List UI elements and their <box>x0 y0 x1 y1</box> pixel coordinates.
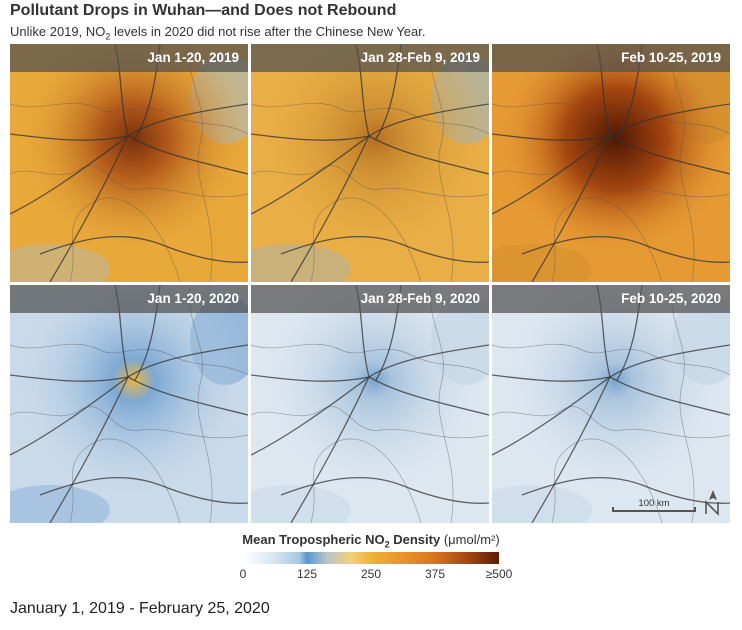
map-title: Pollutant Drops in Wuhan—and Does not Re… <box>10 2 397 19</box>
no2-density-map <box>10 44 248 282</box>
map-panel: Jan 28-Feb 9, 2020 <box>251 285 489 523</box>
legend-tick-label: 0 <box>239 567 247 581</box>
map-subtitle: Unlike 2019, NO2 levels in 2020 did not … <box>10 24 426 42</box>
map-panel: Feb 10-25, 2019 <box>492 44 730 282</box>
no2-density-map <box>251 44 489 282</box>
legend-tick-label: ≥500 <box>485 567 513 581</box>
legend-tick-label: 250 <box>360 567 382 581</box>
panel-date-label: Jan 1-20, 2019 <box>10 44 248 72</box>
legend-tick-label: 375 <box>424 567 446 581</box>
no2-density-map <box>492 285 730 523</box>
north-arrow-icon <box>705 490 719 516</box>
date-range-caption: January 1, 2019 - February 25, 2020 <box>10 600 270 617</box>
map-panel: Feb 10-25, 2020 <box>492 285 730 523</box>
panel-date-label: Feb 10-25, 2020 <box>492 285 730 313</box>
no2-density-map <box>251 285 489 523</box>
no2-density-map <box>10 285 248 523</box>
map-panel: Jan 1-20, 2020 <box>10 285 248 523</box>
legend-colorbar <box>243 552 499 564</box>
panel-date-label: Jan 1-20, 2020 <box>10 285 248 313</box>
map-panel: Jan 1-20, 2019 <box>10 44 248 282</box>
no2-density-map <box>492 44 730 282</box>
scale-bar-label: 100 km <box>638 498 670 509</box>
map-panel: Jan 28-Feb 9, 2019 <box>251 44 489 282</box>
legend-title: Mean Tropospheric NO2 Density (μmol/m²) <box>242 532 500 550</box>
panel-date-label: Feb 10-25, 2019 <box>492 44 730 72</box>
legend-tick-label: 125 <box>296 567 318 581</box>
panel-date-label: Jan 28-Feb 9, 2019 <box>251 44 489 72</box>
scale-bar: 100 km <box>612 498 696 514</box>
panel-date-label: Jan 28-Feb 9, 2020 <box>251 285 489 313</box>
